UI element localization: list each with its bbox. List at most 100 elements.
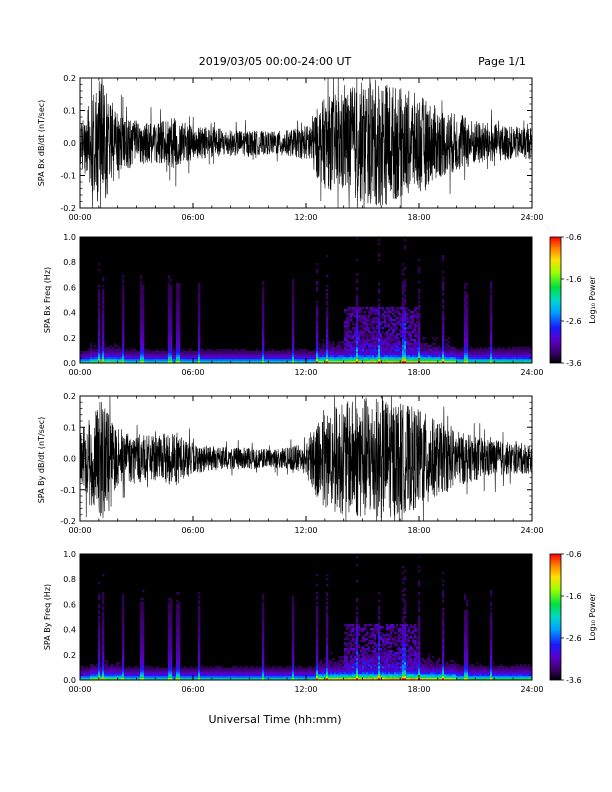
spectrogram-cell: [92, 676, 95, 679]
spectrogram-cell: [442, 315, 445, 318]
spectrogram-cell: [112, 672, 115, 675]
spectrogram-cell: [120, 361, 123, 364]
spectrogram-cell: [360, 317, 363, 320]
spectrogram-cell: [170, 660, 173, 663]
spectrogram-cell: [210, 674, 213, 677]
spectrogram-cell: [292, 289, 295, 292]
spectrogram-cell: [362, 347, 365, 350]
spectrogram-cell: [344, 638, 347, 641]
spectrogram-cell: [126, 357, 129, 360]
spectrogram-cell: [238, 674, 241, 677]
spectrogram-cell: [394, 361, 397, 364]
spectrogram-cell: [262, 297, 265, 300]
spectrogram-cell: [448, 355, 451, 358]
spectrogram-cell: [152, 357, 155, 360]
spectrogram-cell: [486, 357, 489, 360]
spectrogram-cell: [310, 361, 313, 364]
spectrogram-cell: [198, 305, 201, 308]
spectrogram-cell: [422, 359, 425, 362]
spectrogram-cell: [436, 351, 439, 354]
spectrogram-cell: [390, 333, 393, 336]
spectrogram-cell: [208, 670, 211, 673]
spectrogram-cell: [138, 359, 141, 362]
spectrogram-cell: [414, 341, 417, 344]
spectrogram-cell: [210, 361, 213, 364]
spectrogram-cell: [170, 361, 173, 364]
spectrogram-cell: [358, 309, 361, 312]
spectrogram-cell: [444, 357, 447, 360]
spectrogram-cell: [342, 355, 345, 358]
spectrogram-cell: [220, 670, 223, 673]
spectrogram-cell: [124, 359, 127, 362]
spectrogram-cell: [360, 353, 363, 356]
spectrogram-cell: [312, 670, 315, 673]
spectrogram-cell: [194, 351, 197, 354]
spectrogram-cell: [356, 325, 359, 328]
spectrogram-cell: [262, 343, 265, 346]
spectrogram-cell: [390, 361, 393, 364]
spectrogram-cell: [176, 317, 179, 320]
spectrogram-cell: [88, 670, 91, 673]
spectrogram-cell: [316, 622, 319, 625]
spectrogram-cell: [84, 672, 87, 675]
spectrogram-cell: [372, 361, 375, 364]
spectrogram-cell: [272, 674, 275, 677]
spectrogram-cell: [368, 347, 371, 350]
spectrogram-cell: [414, 345, 417, 348]
spectrogram-cell: [140, 281, 143, 284]
spectrogram-cell: [98, 674, 101, 677]
spectrogram-cell: [524, 351, 527, 354]
spectrogram-cell: [464, 331, 467, 334]
spectrogram-cell: [314, 351, 317, 354]
spectrogram-cell: [340, 357, 343, 360]
spectrogram-cell: [394, 315, 397, 318]
spectrogram-cell: [316, 333, 319, 336]
spectrogram-cell: [234, 353, 237, 356]
spectrogram-cell: [344, 355, 347, 358]
spectrogram-cell: [168, 349, 171, 352]
spectrogram-cell: [102, 630, 105, 633]
spectrogram-cell: [342, 668, 345, 671]
spectrogram-cell: [140, 666, 143, 669]
spectrogram-cell: [276, 353, 279, 356]
spectrogram-cell: [394, 349, 397, 352]
spectrogram-cell: [444, 359, 447, 362]
spectrogram-cell: [490, 333, 493, 336]
spectrogram-cell: [404, 295, 407, 298]
spectrogram-cell: [308, 666, 311, 669]
spectrogram-cell: [170, 345, 173, 348]
spectrogram-cell: [292, 315, 295, 318]
spectrogram-cell: [416, 357, 419, 360]
spectrogram-cell: [346, 632, 349, 635]
spectrogram-cell: [300, 355, 303, 358]
spectrogram-cell: [154, 674, 157, 677]
spectrogram-cell: [382, 343, 385, 346]
spectrogram-cell: [176, 343, 179, 346]
spectrogram-cell: [354, 626, 357, 629]
spectrogram-cell: [272, 359, 275, 362]
spectrogram-cell: [168, 648, 171, 651]
spectrogram-cell: [382, 347, 385, 350]
spectrogram-cell: [140, 299, 143, 302]
spectrogram-cell: [334, 351, 337, 354]
spectrogram-cell: [278, 674, 281, 677]
spectrogram-cell: [318, 678, 321, 681]
spectrogram-cell: [404, 349, 407, 352]
spectrogram-cell: [316, 618, 319, 621]
spectrogram-cell: [364, 347, 367, 350]
spectrogram-cell: [188, 351, 191, 354]
spectrogram-cell: [442, 341, 445, 344]
spectrogram-cell: [352, 323, 355, 326]
spectrogram-cell: [392, 329, 395, 332]
spectrogram-cell: [388, 361, 391, 364]
spectrogram-cell: [402, 285, 405, 288]
spectrogram-cell: [520, 359, 523, 362]
spectrogram-cell: [464, 335, 467, 338]
spectrogram-cell: [440, 357, 443, 360]
spectrogram-cell: [174, 361, 177, 364]
spectrogram-cell: [488, 361, 491, 364]
spectrogram-cell: [122, 341, 125, 344]
spectrogram-cell: [208, 353, 211, 356]
spectrogram-cell: [274, 351, 277, 354]
spectrogram-cell: [104, 347, 107, 350]
